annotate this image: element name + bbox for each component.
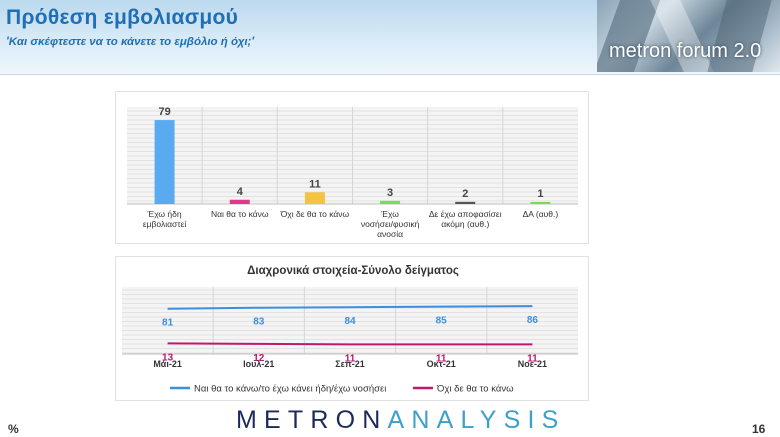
data-label: 11 (345, 353, 356, 364)
category-label-line: ανοσία (377, 229, 403, 239)
metron-analysis-logo: METRONANALYSIS (236, 406, 566, 435)
bar-chart-panel: 79 Έχω ήδη εμβολιαστεί 4 Ναι θα το κάνω 11 Όχι… (115, 91, 589, 244)
category-label: Έχω ήδη εμβολιαστεί (143, 209, 187, 229)
x-tick-label: Μάι-21 (153, 359, 182, 369)
bar (380, 200, 401, 204)
category-label-line: ΔΑ (αυθ.) (523, 209, 559, 219)
bar-value-label: 4 (237, 186, 244, 198)
x-tick-label: Σεπ-21 (335, 359, 365, 369)
data-label: 86 (527, 315, 539, 326)
bar-value-label: 11 (309, 178, 321, 190)
x-tick-label: Οκτ-21 (427, 359, 456, 369)
category-label-line: νοσήσει/φυσική (361, 219, 420, 229)
bar (455, 201, 476, 204)
category-label-line: ακόμη (αυθ.) (441, 219, 489, 229)
series-line (167, 342, 533, 346)
brand-dark-text: METRON (236, 406, 388, 434)
bar-value-label: 1 (537, 188, 543, 200)
data-label: 11 (527, 353, 538, 364)
category-label: ΔΑ (αυθ.) (523, 209, 559, 219)
page-title: Πρόθεση εμβολιασμού (6, 6, 239, 29)
percent-unit-label: % (8, 422, 19, 436)
data-label: 12 (253, 353, 265, 364)
header-banner: Πρόθεση εμβολιασμού 'Και σκέφτεστε να το… (0, 0, 780, 75)
category-label-line: Έχω ήδη (147, 209, 182, 219)
legend-label: Ναι θα το κάνω/το έχω κάνει ήδη/έχω νοσή… (194, 384, 386, 395)
category-label: Ναι θα το κάνω (211, 209, 269, 219)
data-label: 13 (162, 352, 174, 363)
brand-light-text: ANALYSIS (387, 406, 566, 434)
x-tick-label: Νοε-21 (518, 359, 547, 369)
bar (304, 192, 325, 204)
line-chart-panel: Διαχρονικά στοιχεία-Σύνολο δείγματος 81 83… (115, 256, 589, 401)
bar-value-label: 3 (387, 187, 393, 199)
data-label: 84 (344, 316, 356, 327)
page-subtitle: 'Και σκέφτεστε να το κάνετε το εμβόλιο ή… (6, 36, 255, 48)
line-chart: Διαχρονικά στοιχεία-Σύνολο δείγματος 81 83… (122, 265, 578, 395)
page-number: 16 (752, 422, 766, 436)
category-label-line: Δε έχω αποφασίσει (429, 209, 502, 219)
data-label: 11 (436, 353, 447, 364)
bar (154, 120, 175, 204)
forum-logo-text: metron forum 2.0 (609, 40, 762, 62)
category-label: Δε έχω αποφασίσει ακόμη (αυθ.) (429, 209, 502, 229)
line-chart-title: Διαχρονικά στοιχεία-Σύνολο δείγματος (247, 265, 459, 277)
bar-value-label: 2 (462, 188, 468, 200)
category-label: Όχι δε θα το κάνω (280, 209, 350, 219)
category-label-line: Ναι θα το κάνω (211, 209, 269, 219)
data-label: 81 (162, 318, 174, 329)
category-label-line: εμβολιαστεί (143, 219, 187, 229)
category-label-line: Έχω (380, 209, 399, 219)
category-label-line: Όχι δε θα το κάνω (280, 209, 350, 219)
bar (229, 199, 250, 204)
series-line (167, 305, 533, 310)
bar (530, 202, 551, 204)
category-label: Έχω νοσήσει/φυσική ανοσία (361, 209, 420, 239)
bar-value-label: 79 (158, 106, 170, 118)
legend-label: Όχι δε θα το κάνω (436, 384, 514, 395)
data-label: 83 (253, 317, 265, 328)
data-label: 85 (436, 316, 448, 327)
bar-chart: 79 Έχω ήδη εμβολιαστεί 4 Ναι θα το κάνω 11 Όχι… (127, 106, 578, 239)
x-tick-label: Ιουλ-21 (243, 359, 274, 369)
metron-forum-logo: metron forum 2.0 (597, 0, 780, 72)
